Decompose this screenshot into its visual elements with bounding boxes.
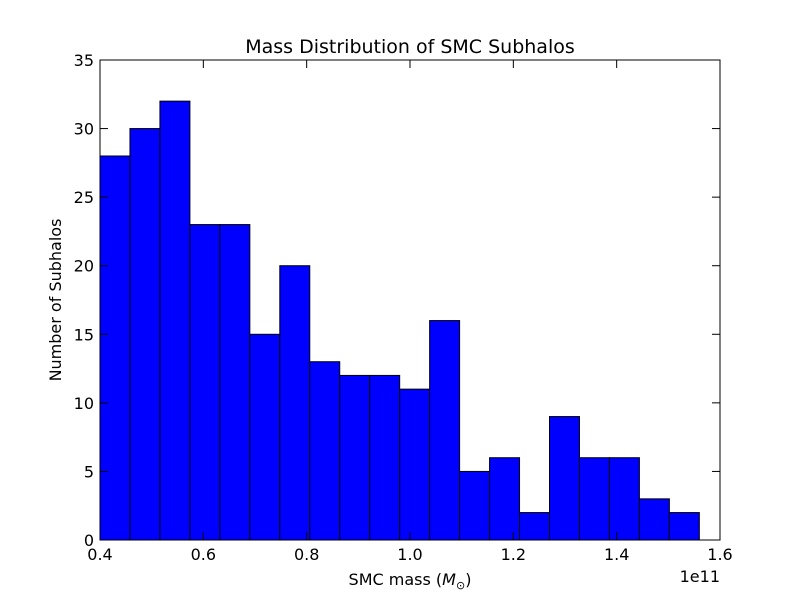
histogram-bar-13: [489, 457, 521, 541]
y-axis-label: Number of Subhalos: [46, 219, 65, 382]
histogram-bar-4: [219, 224, 251, 541]
histogram-bar-14: [519, 512, 550, 541]
x-tick-label-5: 1.4: [604, 545, 629, 564]
y-tick-label-0: 0: [84, 531, 94, 550]
histogram-bar-3: [189, 224, 221, 541]
y-tick-label-6: 30: [74, 120, 94, 139]
x-tick-label-0: 0.4: [87, 545, 112, 564]
y-tick-label-1: 5: [84, 462, 94, 481]
histogram-bar-10: [399, 388, 431, 541]
x-axis-ticks: 0.4 0.6 0.8 1.0 1.2 1.4 1.6: [87, 60, 733, 564]
x-axis-unit-symbol: M: [442, 570, 456, 589]
histogram-bar-8: [339, 374, 371, 541]
x-axis-offset-text: 1e11: [680, 567, 720, 586]
y-tick-label-7: 35: [74, 51, 94, 70]
histogram-bars: [99, 100, 700, 541]
x-tick-label-6: 1.6: [707, 545, 732, 564]
histogram-bar-0: [99, 155, 131, 541]
histogram-bar-15: [549, 416, 580, 541]
histogram-bar-1: [129, 128, 161, 541]
histogram-bar-19: [668, 512, 700, 541]
histogram-bar-2: [159, 100, 191, 541]
x-tick-label-2: 0.8: [294, 545, 319, 564]
y-axis-ticks: 0 5 10 15 20 25 30 35: [74, 51, 720, 550]
histogram-bar-16: [578, 457, 610, 541]
histogram-bar-7: [309, 361, 341, 541]
x-tick-label-1: 0.6: [191, 545, 216, 564]
y-tick-label-5: 25: [74, 188, 94, 207]
histogram-bar-11: [429, 320, 461, 541]
x-axis-label: SMC mass (M⊙): [349, 570, 472, 592]
y-tick-label-4: 20: [74, 257, 94, 276]
histogram-bar-6: [279, 265, 311, 541]
y-tick-label-3: 15: [74, 325, 94, 344]
x-axis-label-text: SMC mass: [349, 570, 431, 589]
histogram-bar-18: [638, 498, 670, 541]
x-axis-unit-subscript: ⊙: [456, 579, 465, 592]
histogram-bar-5: [249, 333, 281, 541]
histogram-bar-12: [459, 470, 491, 541]
chart-title: Mass Distribution of SMC Subhalos: [245, 36, 575, 58]
x-tick-label-4: 1.2: [501, 545, 526, 564]
x-tick-label-3: 1.0: [397, 545, 422, 564]
histogram-bar-9: [369, 374, 401, 541]
y-tick-label-2: 10: [74, 394, 94, 413]
histogram-bar-17: [608, 457, 640, 541]
